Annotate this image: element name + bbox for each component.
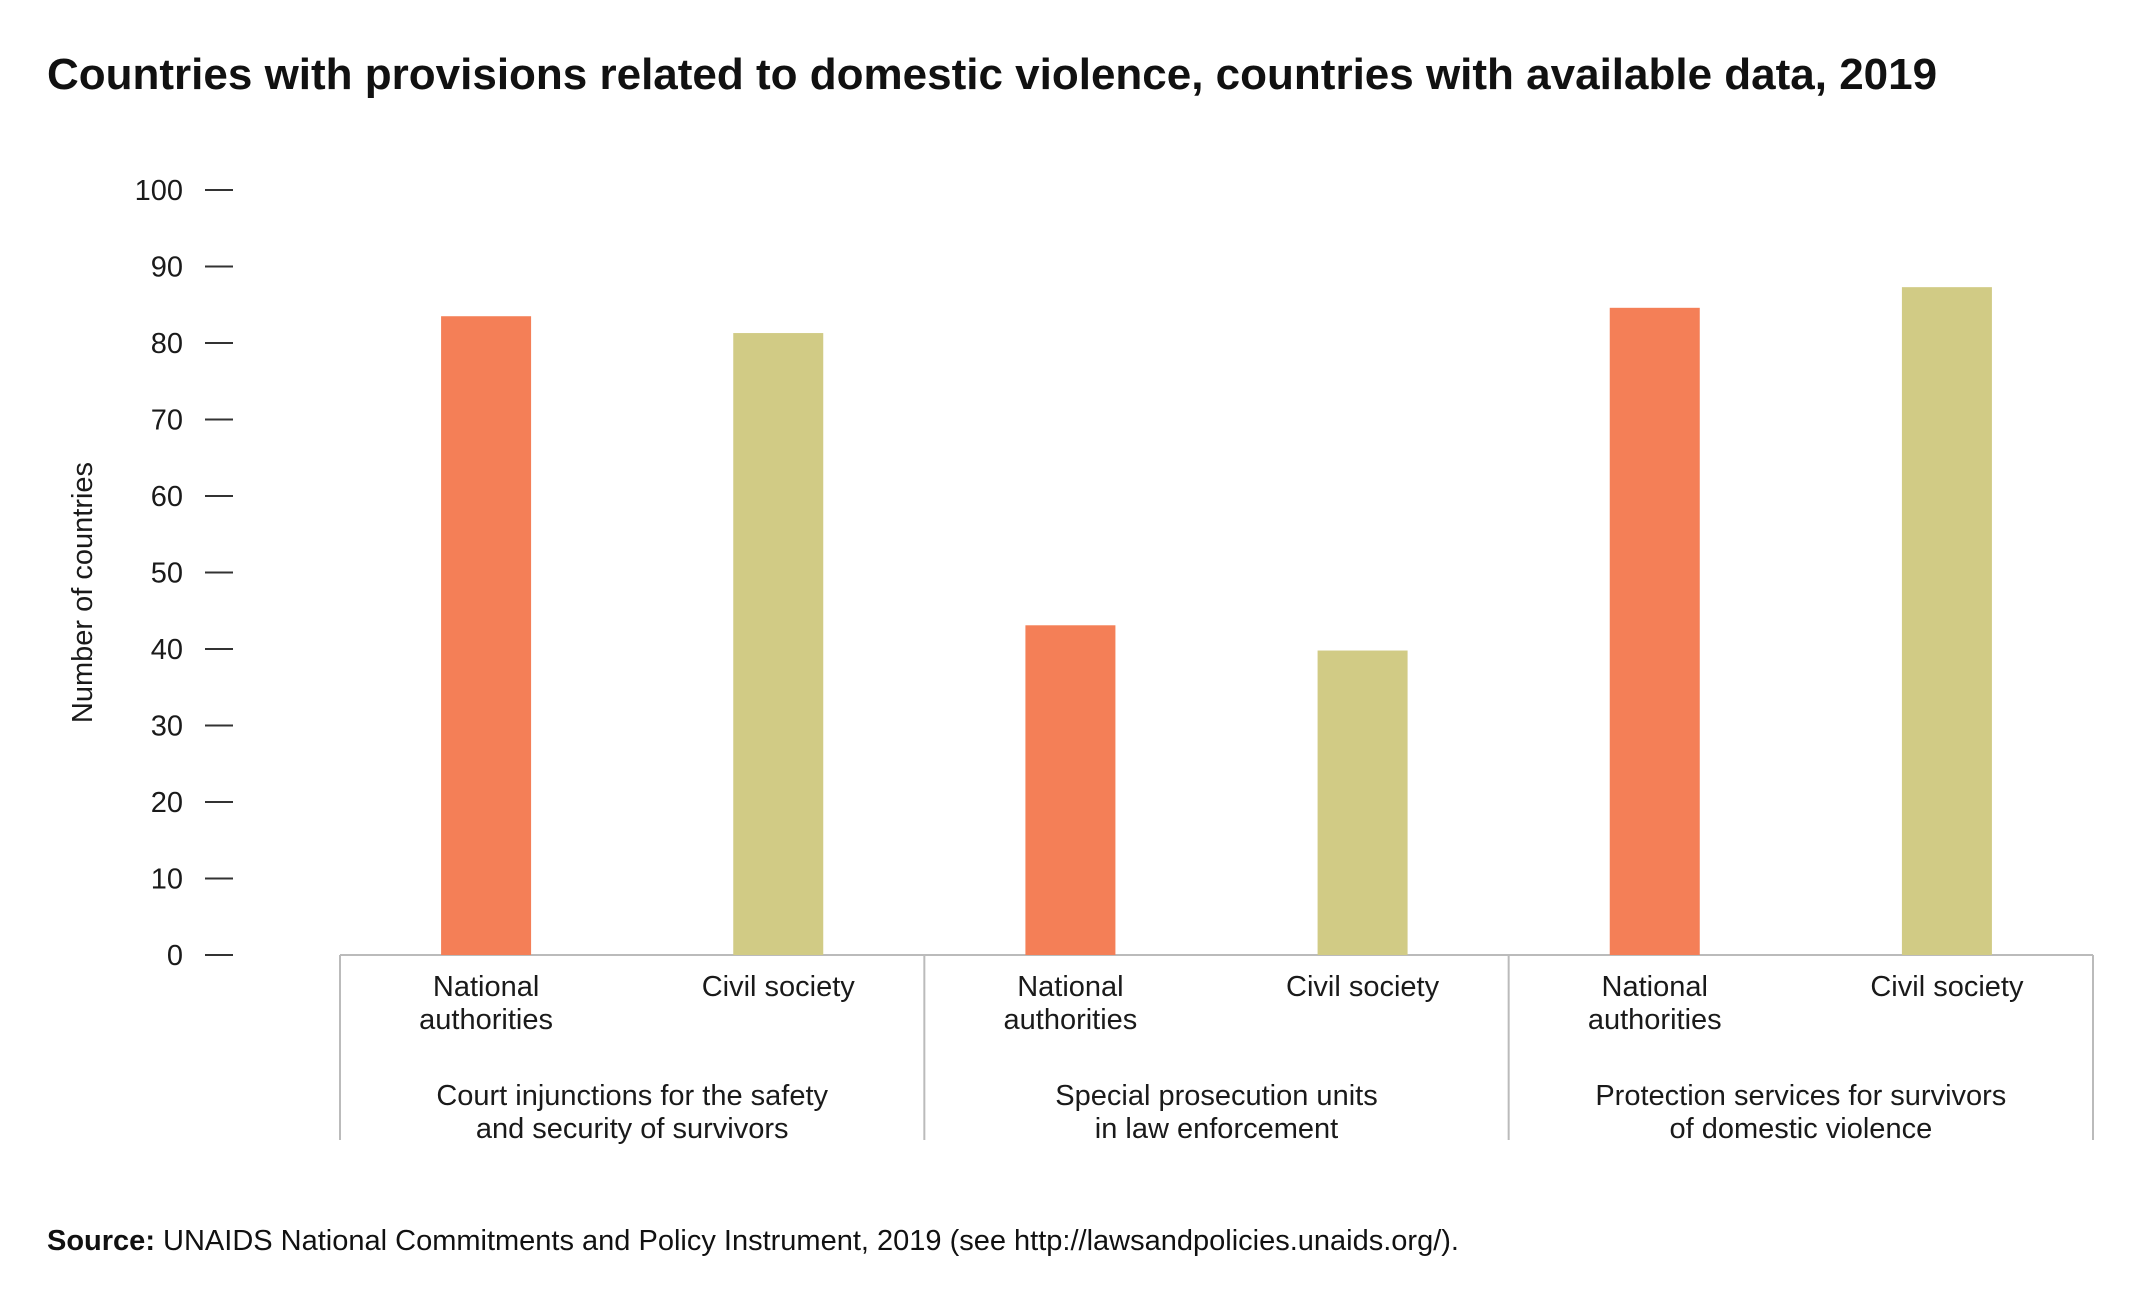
bar	[1025, 625, 1116, 955]
bar-category-label: authorities	[419, 1004, 553, 1036]
y-tick-label: 60	[151, 481, 183, 513]
bar-category-label: Civil society	[1870, 971, 2024, 1003]
y-axis-label: Number of countries	[67, 462, 99, 723]
group-label: Special prosecution units	[1055, 1080, 1377, 1112]
y-tick-label: 20	[151, 787, 183, 819]
y-tick-label: 30	[151, 711, 183, 743]
bar-category-label: authorities	[1588, 1004, 1722, 1036]
bar-category-label: National	[1602, 971, 1708, 1003]
group-label: in law enforcement	[1095, 1113, 1338, 1145]
bar-category-label: National	[433, 971, 539, 1003]
bar-category-label: authorities	[1004, 1004, 1138, 1036]
source-note: Source: UNAIDS National Commitments and …	[47, 1225, 1459, 1258]
bar	[1609, 307, 1700, 955]
bar-category-label: Civil society	[702, 971, 856, 1003]
bar	[1317, 650, 1408, 955]
y-tick-label: 10	[151, 864, 183, 896]
bar-category-label: National	[1017, 971, 1123, 1003]
source-text: UNAIDS National Commitments and Policy I…	[154, 1225, 1459, 1257]
bar	[441, 316, 532, 956]
y-tick-label: 100	[135, 175, 183, 207]
source-label: Source:	[47, 1225, 155, 1257]
chart-title: Countries with provisions related to dom…	[47, 50, 1938, 99]
y-tick-label: 40	[151, 634, 183, 666]
y-tick-label: 0	[167, 940, 183, 972]
group-label: and security of survivors	[476, 1113, 789, 1145]
bar	[733, 333, 824, 955]
group-label: Court injunctions for the safety	[436, 1080, 828, 1112]
y-tick-label: 90	[151, 252, 183, 284]
y-tick-label: 50	[151, 558, 183, 590]
group-label: Protection services for survivors	[1595, 1080, 2006, 1112]
bar-category-label: Civil society	[1286, 971, 1440, 1003]
bar	[1901, 287, 1992, 955]
y-tick-label: 70	[151, 405, 183, 437]
group-label: of domestic violence	[1669, 1113, 1932, 1145]
y-tick-label: 80	[151, 328, 183, 360]
